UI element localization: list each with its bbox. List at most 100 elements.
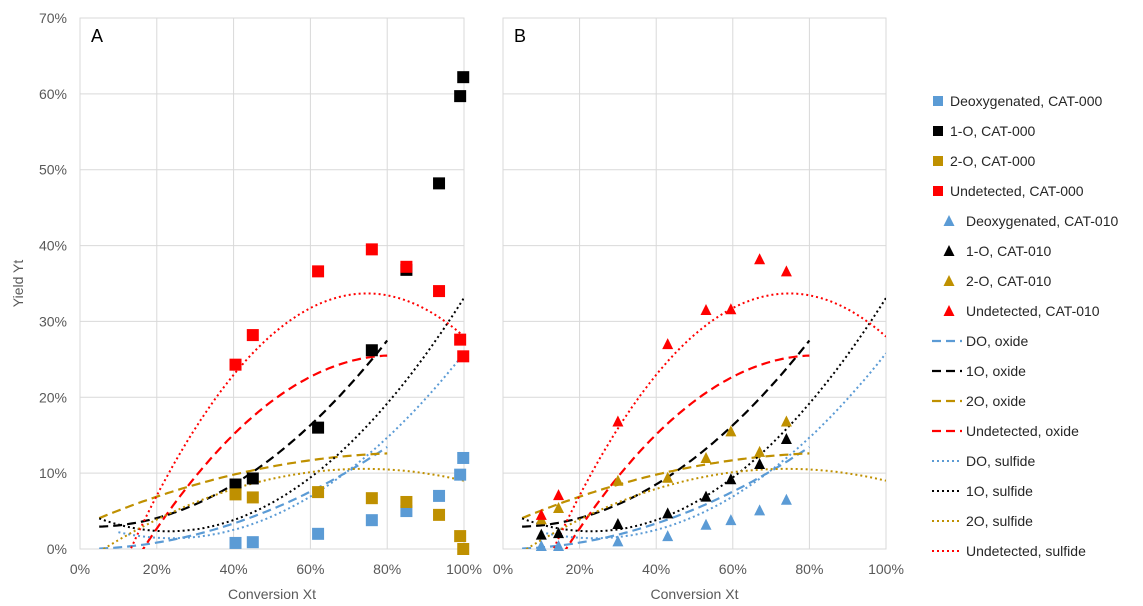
- data-point-1-o-cat-010: [612, 517, 624, 529]
- legend-entry-deoxygenated-cat-010: Deoxygenated, CAT-010: [943, 213, 1118, 229]
- data-point-deoxygenated-cat-000: [400, 505, 413, 518]
- data-point-1-o-cat-000: [433, 177, 446, 190]
- legend-entry-do-oxide: DO, oxide: [932, 333, 1028, 349]
- fit-curve-do-oxide: [99, 446, 388, 549]
- data-point-undetected-cat-000: [454, 333, 467, 346]
- x-tick-label: 0%: [493, 561, 513, 577]
- data-point-undetected-cat-010: [754, 253, 766, 265]
- data-point-deoxygenated-cat-000: [246, 536, 259, 549]
- legend-label: 1O, sulfide: [966, 483, 1033, 499]
- data-point-2-o-cat-000: [312, 486, 325, 499]
- data-point-undetected-cat-010: [780, 265, 792, 277]
- legend-label: DO, oxide: [966, 333, 1028, 349]
- legend-label: Undetected, CAT-010: [966, 303, 1100, 319]
- y-tick-label: 70%: [39, 10, 67, 26]
- fit-curve-do-oxide: [522, 446, 811, 549]
- data-point-1-o-cat-010: [725, 473, 737, 485]
- data-point-undetected-cat-000: [365, 243, 378, 256]
- legend-entry-2o-sulfide: 2O, sulfide: [932, 513, 1033, 529]
- panel-a: 0% 20% 40% 60% 80% 100% 0% 10% 20% 30% 40% 50% 60% 70…: [10, 10, 482, 602]
- data-point-2-o-cat-010: [700, 451, 712, 463]
- data-point-2-o-cat-000: [454, 530, 467, 543]
- plot-area-border: [502, 17, 887, 550]
- data-point-1-o-cat-000: [365, 344, 378, 357]
- x-tick-label: 60%: [296, 561, 324, 577]
- data-point-2-o-cat-010: [612, 474, 624, 486]
- legend-entry-undetected-oxide: Undetected, oxide: [932, 423, 1079, 439]
- data-point-2-o-cat-000: [246, 491, 259, 504]
- legend-swatch-square: [933, 126, 943, 136]
- fit-curve-2o-oxide: [98, 452, 388, 520]
- fit-curves: [98, 292, 464, 549]
- fit-curve-undetected-sulfide: [552, 292, 886, 549]
- legend-entry-do-sulfide: DO, sulfide: [932, 453, 1035, 469]
- data-point-undetected-cat-010: [700, 304, 712, 316]
- data-point-1-o-cat-010: [662, 507, 674, 519]
- legend-label: Deoxygenated, CAT-000: [950, 93, 1102, 109]
- x-tick-label: 100%: [446, 561, 482, 577]
- legend-entry-2o-oxide: 2O, oxide: [932, 393, 1026, 409]
- x-tick-label: 40%: [642, 561, 670, 577]
- data-point-1-o-cat-000: [454, 90, 467, 103]
- fit-curve-1o-sulfide: [98, 297, 464, 533]
- x-tick-label: 40%: [220, 561, 248, 577]
- legend-swatch-triangle: [943, 275, 955, 286]
- data-point-undetected-cat-010: [662, 338, 674, 350]
- fit-curve-2o-oxide: [521, 452, 810, 520]
- data-point-deoxygenated-cat-000: [365, 514, 378, 527]
- legend-swatch-triangle: [943, 245, 955, 256]
- legend-entry-1-o-cat-010: 1-O, CAT-010: [943, 243, 1052, 259]
- legend-entry-undetected-cat-010: Undetected, CAT-010: [943, 303, 1100, 319]
- data-point-1-o-cat-010: [780, 433, 792, 445]
- legend-entry-undetected-cat-000: Undetected, CAT-000: [933, 183, 1084, 199]
- data-point-undetected-cat-000: [457, 350, 470, 363]
- data-point-2-o-cat-010: [662, 471, 674, 483]
- data-point-deoxygenated-cat-000: [312, 527, 325, 540]
- fit-curve-2o-sulfide: [524, 467, 886, 549]
- legend-label: 1O, oxide: [966, 363, 1026, 379]
- legend-entry-1o-sulfide: 1O, sulfide: [932, 483, 1033, 499]
- data-point-deoxygenated-cat-010: [553, 539, 565, 551]
- legend: Deoxygenated, CAT-000 1-O, CAT-000 2-O, CA…: [932, 93, 1118, 559]
- legend-swatch-square: [933, 186, 943, 196]
- data-point-undetected-cat-000: [312, 265, 325, 278]
- data-point-1-o-cat-000: [312, 421, 325, 434]
- data-point-undetected-cat-010: [725, 303, 737, 315]
- fit-curve-1o-oxide: [99, 339, 389, 528]
- legend-entry-2-o-cat-000: 2-O, CAT-000: [933, 153, 1036, 169]
- legend-entry-1o-oxide: 1O, oxide: [932, 363, 1026, 379]
- data-point-1-o-cat-010: [553, 527, 565, 539]
- legend-swatch-square: [933, 96, 943, 106]
- y-tick-label: 40%: [39, 238, 67, 254]
- legend-label: 2O, oxide: [966, 393, 1026, 409]
- x-axis-label: Conversion Xt: [651, 586, 739, 602]
- data-point-2-o-cat-010: [780, 415, 792, 427]
- data-point-2-o-cat-010: [725, 425, 737, 437]
- fit-curves: [521, 292, 886, 549]
- data-point-undetected-cat-000: [246, 329, 259, 342]
- data-point-deoxygenated-cat-010: [612, 535, 624, 547]
- x-tick-label: 80%: [795, 561, 823, 577]
- data-point-2-o-cat-000: [400, 495, 413, 508]
- legend-entry-undetected-sulfide: Undetected, sulfide: [932, 543, 1086, 559]
- data-point-undetected-cat-000: [229, 358, 242, 371]
- data-point-1-o-cat-000: [229, 478, 242, 491]
- data-point-deoxygenated-cat-010: [535, 539, 547, 551]
- data-point-1-o-cat-010: [754, 458, 766, 470]
- fit-curve-do-sulfide: [541, 352, 886, 540]
- legend-label: 2-O, CAT-010: [966, 273, 1052, 289]
- panel-label: A: [91, 26, 103, 46]
- x-tick-label: 20%: [143, 561, 171, 577]
- data-point-1-o-cat-000: [457, 71, 470, 84]
- legend-label: 1-O, CAT-000: [950, 123, 1036, 139]
- legend-swatch-square: [933, 156, 943, 166]
- data-point-2-o-cat-000: [457, 543, 470, 555]
- y-tick-label: 0%: [47, 541, 67, 557]
- legend-entry-2-o-cat-010: 2-O, CAT-010: [943, 273, 1052, 289]
- fit-curve-2o-sulfide: [101, 467, 464, 549]
- data-point-2-o-cat-000: [229, 488, 242, 501]
- data-point-2-o-cat-000: [433, 508, 446, 521]
- legend-label: Undetected, sulfide: [966, 543, 1086, 559]
- fit-curve-undetected-oxide: [141, 354, 388, 549]
- x-tick-label: 60%: [719, 561, 747, 577]
